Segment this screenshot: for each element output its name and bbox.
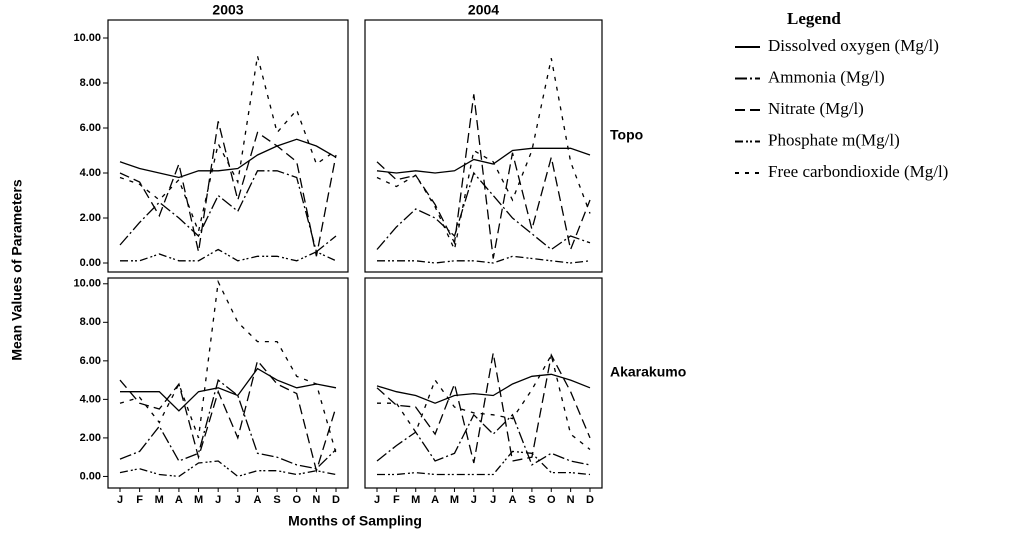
panel-frame	[364, 19, 603, 273]
x-tick-label: D	[586, 494, 594, 506]
series-line	[119, 170, 337, 253]
y-tick-label: 2.00	[80, 212, 101, 224]
legend-label: Nitrate (Mg/l)	[768, 99, 864, 118]
legend-label: Ammonia (Mg/l)	[768, 67, 885, 86]
series-line	[119, 359, 337, 474]
x-tick-label: M	[155, 494, 164, 506]
y-tick-label: 8.00	[80, 77, 101, 89]
y-tick-label: 8.00	[80, 316, 101, 328]
x-tick-label: S	[528, 494, 535, 506]
x-tick-label: J	[117, 494, 123, 506]
x-tick-label: A	[509, 494, 517, 506]
panel-frame	[107, 19, 349, 273]
series-line	[120, 248, 337, 262]
x-tick-label: S	[273, 494, 280, 506]
y-tick-label: 6.00	[80, 355, 101, 367]
series-line	[376, 94, 591, 259]
series-line	[376, 147, 591, 174]
x-tick-label: J	[374, 494, 380, 506]
x-tick-label: N	[567, 494, 575, 506]
y-tick-label: 4.00	[80, 393, 101, 405]
series-line	[376, 58, 591, 252]
series-line	[119, 378, 337, 470]
series-line	[119, 138, 337, 179]
series-line	[376, 171, 591, 251]
row-label: Topo	[610, 127, 643, 143]
series-line	[119, 460, 337, 478]
x-tick-label: A	[253, 494, 261, 506]
series-line	[120, 367, 337, 412]
series-line	[376, 352, 591, 464]
row-label: Akarakumo	[610, 364, 686, 380]
series-line	[376, 413, 591, 466]
y-axis-label: Mean Values of Parameters	[9, 179, 25, 361]
x-tick-label: O	[547, 494, 556, 506]
y-tick-label: 2.00	[80, 432, 101, 444]
series-line	[119, 121, 337, 257]
legend-label: Dissolved oxygen (Mg/l)	[768, 36, 939, 55]
x-tick-label: D	[332, 494, 340, 506]
x-tick-label: J	[471, 494, 477, 506]
x-tick-label: F	[393, 494, 400, 506]
legend-label: Free carbondioxide (Mg/l)	[768, 162, 948, 181]
series-line	[119, 55, 337, 234]
x-tick-label: F	[136, 494, 143, 506]
series-line	[376, 373, 591, 404]
panel-title: 2003	[212, 2, 243, 18]
y-tick-label: 0.00	[80, 257, 101, 269]
panel-frame	[364, 277, 603, 489]
x-tick-label: M	[194, 494, 203, 506]
series-line	[377, 450, 591, 476]
panel-title: 2004	[468, 2, 499, 18]
x-axis-label: Months of Sampling	[288, 513, 422, 529]
x-tick-label: O	[292, 494, 301, 506]
y-tick-label: 10.00	[73, 278, 101, 290]
x-tick-label: J	[215, 494, 221, 506]
x-tick-label: M	[411, 494, 420, 506]
x-tick-label: A	[175, 494, 183, 506]
series-line	[119, 279, 337, 454]
y-tick-label: 4.00	[80, 167, 101, 179]
x-tick-label: J	[490, 494, 496, 506]
y-tick-label: 0.00	[80, 470, 101, 482]
y-tick-label: 10.00	[73, 32, 101, 44]
series-line	[377, 255, 591, 264]
x-tick-label: M	[450, 494, 459, 506]
x-tick-label: N	[312, 494, 320, 506]
x-tick-label: J	[235, 494, 241, 506]
panel-frame	[107, 277, 349, 489]
legend-title: Legend	[787, 9, 841, 28]
series-line	[377, 353, 591, 451]
y-tick-label: 6.00	[80, 122, 101, 134]
legend-label: Phosphate m(Mg/l)	[768, 130, 900, 149]
x-tick-label: A	[431, 494, 439, 506]
